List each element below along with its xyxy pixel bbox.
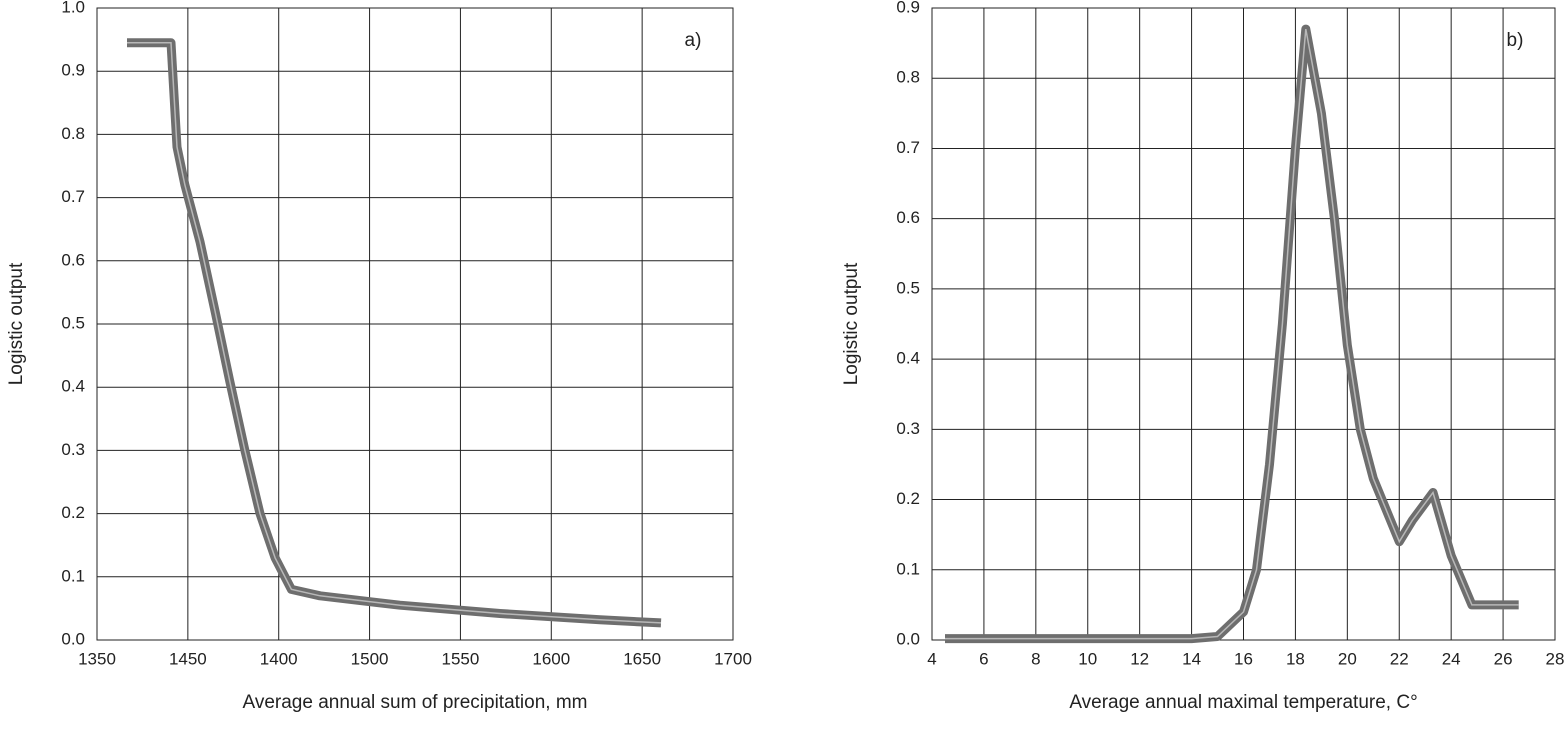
x-tick-label: 8 xyxy=(1031,649,1040,668)
x-tick-label: 18 xyxy=(1286,649,1305,668)
x-tick-label: 16 xyxy=(1234,649,1253,668)
y-tick-label: 0.8 xyxy=(61,124,85,143)
y-tick-label: 0.6 xyxy=(61,250,85,269)
x-axis-title: Average annual sum of precipitation, mm xyxy=(243,692,588,713)
panel-label: b) xyxy=(1507,30,1524,51)
y-tick-label: 0.9 xyxy=(896,0,920,16)
x-tick-label: 1700 xyxy=(714,649,752,668)
y-tick-label: 0.1 xyxy=(61,566,85,585)
y-axis-title: Logistic output xyxy=(841,262,862,385)
y-tick-label: 0.7 xyxy=(61,187,85,206)
y-tick-label: 0.4 xyxy=(61,377,85,396)
y-tick-label: 0.0 xyxy=(896,629,920,648)
x-tick-label: 28 xyxy=(1546,649,1565,668)
y-tick-label: 0.8 xyxy=(896,68,920,87)
x-tick-label: 14 xyxy=(1182,649,1201,668)
x-tick-label: 1400 xyxy=(260,649,298,668)
x-tick-label: 24 xyxy=(1442,649,1461,668)
x-tick-label: 1650 xyxy=(623,649,661,668)
x-tick-label: 26 xyxy=(1494,649,1513,668)
x-tick-label: 1550 xyxy=(442,649,480,668)
panel-label: a) xyxy=(685,30,702,51)
line-center xyxy=(945,28,1519,640)
x-tick-label: 12 xyxy=(1130,649,1149,668)
x-axis-title: Average annual maximal temperature, C° xyxy=(1069,692,1417,713)
line-band xyxy=(945,24,1519,644)
x-tick-label: 4 xyxy=(927,649,936,668)
y-tick-label: 0.5 xyxy=(61,313,85,332)
y-tick-label: 0.4 xyxy=(896,349,920,368)
x-tick-label: 22 xyxy=(1390,649,1409,668)
x-tick-label: 1350 xyxy=(78,649,116,668)
x-tick-label: 6 xyxy=(979,649,988,668)
y-tick-label: 0.3 xyxy=(61,440,85,459)
x-tick-label: 20 xyxy=(1338,649,1357,668)
plot-frame xyxy=(931,7,1556,641)
x-tick-label: 10 xyxy=(1078,649,1097,668)
y-tick-label: 0.9 xyxy=(61,61,85,80)
y-tick-label: 0.5 xyxy=(896,278,920,297)
x-tick-label: 1500 xyxy=(351,649,389,668)
x-tick-label: 1450 xyxy=(169,649,207,668)
y-tick-label: 1.0 xyxy=(61,0,85,16)
line-center xyxy=(127,42,662,624)
y-tick-label: 0.3 xyxy=(896,419,920,438)
y-tick-label: 0.1 xyxy=(896,559,920,578)
y-axis-title: Logistic output xyxy=(6,262,27,385)
plot-frame xyxy=(96,7,734,641)
y-tick-label: 0.0 xyxy=(61,629,85,648)
y-tick-label: 0.7 xyxy=(896,138,920,157)
x-tick-label: 1600 xyxy=(532,649,570,668)
y-tick-label: 0.2 xyxy=(61,503,85,522)
y-tick-label: 0.6 xyxy=(896,208,920,227)
line-band xyxy=(127,38,662,628)
y-tick-label: 0.2 xyxy=(896,489,920,508)
